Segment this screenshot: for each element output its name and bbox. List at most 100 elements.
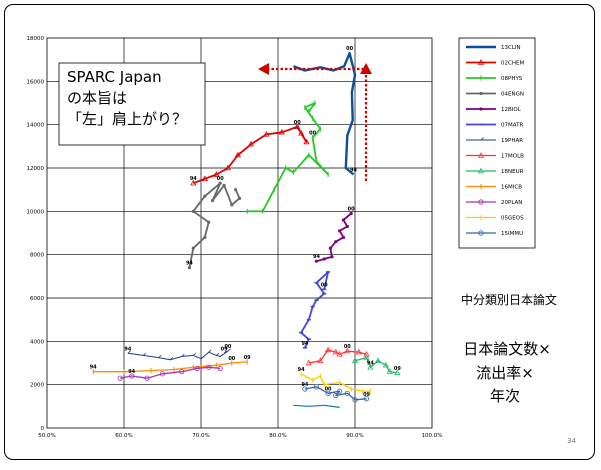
data-point [208,349,212,353]
data-point [477,59,485,65]
legend-label: 16MICB [501,185,522,191]
series-20plan [117,364,223,381]
data-point [263,130,270,137]
data-point [191,209,195,213]
data-point [227,348,231,352]
slide-frame [4,4,595,460]
data-point [217,365,223,372]
series-line [93,361,248,373]
data-point [203,194,207,198]
data-point [324,346,332,353]
data-point [328,246,332,250]
legend-label: 05GEOS [501,216,524,222]
data-point [336,350,343,357]
series-line [292,52,357,176]
year-label: 94 [350,168,357,174]
series-line [188,182,241,268]
side-title-line-3: 年次 [490,387,520,405]
series-line [300,373,371,392]
data-point [341,218,346,222]
x-tick-label: 70.0% [192,433,209,439]
data-point [478,230,484,236]
legend-item: 02CHEM [466,59,524,67]
series-07matr [299,271,331,349]
y-tick-label: 6000 [30,296,44,302]
y-tick-label: 12000 [27,166,45,172]
data-point [213,171,220,177]
legend-label: 13CLIN [501,45,521,51]
plot-border [46,37,433,429]
data-point [247,140,255,147]
x-tick-label: 60.0% [115,433,132,439]
year-label: 94 [301,341,308,347]
x-tick-label: 100.0% [422,433,443,439]
data-point [218,181,222,185]
data-point [278,128,285,135]
data-point [302,386,308,392]
data-point [479,91,483,96]
data-point [210,198,215,203]
legend-item: 15IMMU [466,230,523,237]
data-point [313,384,320,390]
legend-label: 17MOLB [501,154,524,160]
year-label: 94 [124,346,131,352]
data-point [375,357,382,364]
legend-item: 13CLIN [466,45,521,51]
data-point [191,246,195,250]
legend-label: 02CHEM [501,61,524,67]
data-point [303,138,310,145]
series-08phys [246,100,330,214]
data-point [206,364,212,370]
data-point [382,361,389,368]
data-point [117,375,123,381]
year-label: 00 [325,386,332,392]
data-point [179,369,185,375]
year-label: 00 [309,131,316,137]
series-line [316,212,352,263]
series-line [354,356,398,374]
trend-arrows [258,63,372,181]
data-point [351,357,359,364]
callout-line-2: の本旨は [67,89,127,107]
x-tick-label: 80.0% [269,433,286,439]
data-point [367,363,374,370]
year-label: 00 [224,344,231,350]
side-title-line-1: 日本論文数× [463,340,551,358]
data-point [298,129,305,136]
legend-item: 18NEUR [466,167,524,175]
year-label: 09 [394,366,401,372]
legend-label: 12BIOL [501,107,522,113]
series-line [293,404,340,408]
data-point [305,359,312,366]
legend-item: 17MOLB [466,152,524,160]
y-tick-label: 8000 [30,253,44,259]
year-label: 94 [90,365,97,371]
series-19phar [127,348,231,361]
legend-label: 04ENGN [501,92,524,98]
y-tick-label: 0 [41,426,45,432]
legend-label: 19PHAR [501,138,523,144]
data-point [334,240,338,244]
data-point [187,266,192,270]
data-point [363,350,370,357]
series-17molb [305,346,370,366]
y-tick-label: 18000 [27,36,45,42]
series-05geos [300,371,371,394]
data-point [355,348,362,355]
data-point [349,211,353,216]
data-point [222,183,226,187]
legend-item: 05GEOS [466,214,524,222]
data-point [333,392,339,399]
data-point [129,373,135,379]
year-label: 00 [346,46,353,52]
data-point [477,167,485,174]
slide-number: 34 [567,437,576,445]
data-point [386,368,393,374]
year-label: 00 [217,176,224,182]
data-point [158,354,162,358]
legend-label: 18NEUR [501,169,524,175]
data-point [363,396,370,402]
data-point [352,397,358,403]
